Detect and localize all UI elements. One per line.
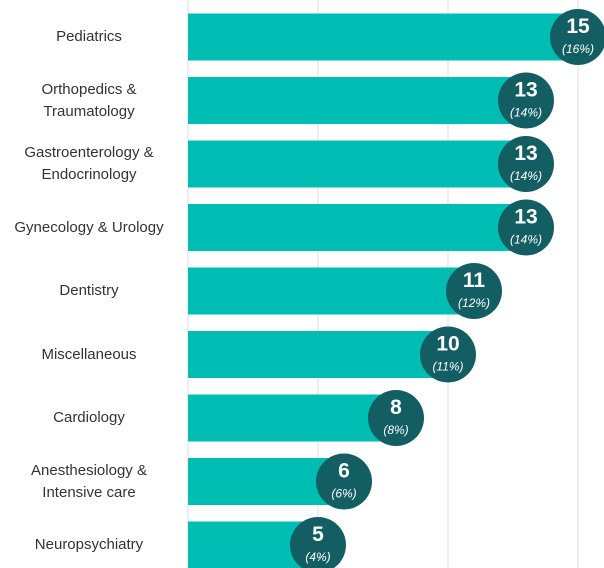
value-badge: [368, 390, 424, 446]
value-label: 11: [463, 269, 486, 292]
value-badge: [498, 136, 554, 192]
value-label: 15: [566, 15, 590, 38]
category-label: Neuropsychiatry: [34, 536, 144, 553]
share-label: (14%): [510, 169, 542, 183]
bar: [188, 140, 526, 188]
category-label: Miscellaneous: [41, 345, 137, 363]
bar: [188, 13, 578, 61]
share-label: (12%): [458, 296, 490, 310]
share-label: (11%): [432, 360, 463, 374]
value-badge: [316, 453, 372, 510]
category-label: Dentistry: [59, 282, 119, 299]
value-badge: [290, 517, 346, 568]
category-label: Gynecology & Urology: [14, 218, 164, 236]
share-label: (16%): [562, 42, 594, 56]
value-label: 6: [338, 460, 350, 483]
value-badge: [420, 326, 476, 383]
bar: [188, 331, 448, 378]
share-label: (6%): [331, 487, 356, 501]
value-label: 13: [514, 79, 537, 102]
share-label: (14%): [510, 106, 542, 120]
value-label: 10: [436, 333, 459, 356]
share-label: (4%): [305, 550, 330, 564]
value-badge: [550, 9, 604, 65]
category-label: Pediatrics: [56, 28, 122, 45]
value-label: 5: [312, 523, 324, 546]
share-label: (14%): [510, 233, 542, 247]
category-label: Cardiology: [53, 409, 125, 426]
value-label: 13: [514, 142, 537, 165]
value-badge: [446, 263, 502, 319]
category-label: Orthopedics & Traumatology: [41, 80, 137, 120]
bar: [188, 77, 526, 124]
value-badge: [498, 72, 554, 129]
value-label: 13: [514, 206, 537, 229]
value-badge: [498, 199, 554, 256]
category-label: Anesthesiology & Intensive care: [31, 461, 147, 501]
bar: [188, 267, 474, 315]
value-label: 8: [390, 396, 402, 419]
bar: [188, 204, 526, 251]
share-label: (8%): [383, 423, 408, 437]
category-label: Gastroenterology & Endocrinology: [24, 144, 154, 183]
bar: [188, 394, 396, 442]
